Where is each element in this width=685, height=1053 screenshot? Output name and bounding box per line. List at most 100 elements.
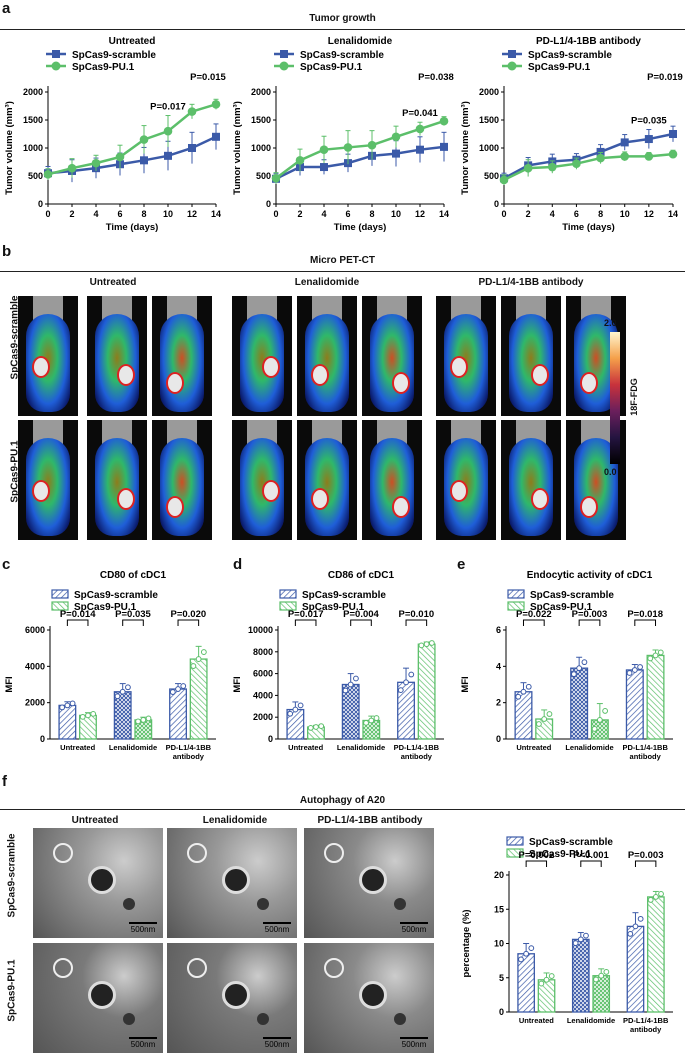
panel-label-a: a — [2, 0, 11, 17]
data-dot — [423, 641, 430, 648]
x-tick-label: Lenalidomide — [567, 1016, 615, 1025]
em-row-pu1: SpCas9-PU.1 — [6, 959, 18, 1022]
y-tick-label: 6000 — [253, 669, 273, 679]
em-micrograph-image: 500nm — [304, 943, 434, 1053]
data-dot — [85, 712, 91, 719]
y-tick-label: 6000 — [25, 625, 45, 635]
data-point — [620, 152, 630, 161]
y-tick-label: 500 — [484, 171, 499, 181]
data-dot — [313, 724, 319, 730]
pet-ct-scan-image — [362, 420, 422, 540]
y-tick-label: 15 — [494, 904, 504, 914]
data-dot — [538, 980, 545, 987]
y-tick-label: 1000 — [251, 143, 271, 153]
p-value-label: P<0.001 — [573, 850, 609, 861]
panel-label-e: e — [457, 556, 466, 573]
pet-ct-scan-image — [87, 296, 147, 416]
significance-bracket — [634, 619, 657, 626]
data-dot — [583, 932, 589, 939]
significance-bracket — [405, 619, 428, 626]
bar — [625, 669, 644, 740]
data-point — [668, 149, 678, 159]
data-point — [644, 135, 653, 144]
data-dot — [408, 671, 415, 678]
data-point — [596, 147, 605, 156]
significance-bracket — [66, 619, 89, 626]
bar — [570, 667, 589, 740]
data-dot — [373, 715, 380, 721]
x-tick-label: 14 — [211, 209, 221, 219]
pet-ct-scan-image — [501, 420, 561, 540]
pet-ct-scan-image — [501, 296, 561, 416]
p-value-annotation: P=0.035 — [631, 116, 667, 127]
x-tick-label: Untreated — [60, 743, 95, 752]
x-tick-label: PD-L1/4-1BB — [623, 1016, 669, 1025]
data-dot — [602, 708, 609, 714]
legend-swatch — [507, 589, 525, 599]
bar — [189, 658, 208, 740]
y-tick-label: 20 — [494, 870, 504, 880]
pet-ct-scan-image — [297, 296, 357, 416]
x-tick-label: 12 — [415, 209, 425, 219]
data-dot — [397, 687, 404, 694]
data-point — [392, 149, 400, 158]
colorbar-min: 0.0 — [604, 467, 617, 477]
data-dot — [631, 667, 638, 673]
em-row-scramble: SpCas9-scramble — [6, 833, 18, 918]
data-dot — [114, 693, 121, 700]
y-tick-label: 4000 — [253, 690, 273, 700]
data-point — [43, 170, 53, 179]
y-axis-label: MFI — [4, 676, 15, 692]
data-dot — [518, 956, 524, 963]
data-dot — [353, 675, 359, 682]
em-micrograph-image: 500nm — [167, 828, 297, 938]
data-dot — [572, 940, 579, 947]
data-point — [439, 116, 449, 126]
data-dot — [576, 665, 583, 672]
data-dot — [581, 659, 588, 666]
bar — [646, 654, 665, 740]
p-value-label: P=0.018 — [627, 609, 663, 620]
legend-label: SpCas9-PU.1 — [72, 62, 135, 73]
x-axis-label: Time (days) — [334, 222, 387, 233]
scale-bar-label: 500nm — [401, 925, 427, 934]
y-tick-label: 0 — [40, 734, 45, 744]
data-dot — [637, 664, 643, 670]
x-tick-label: Lenalidomide — [337, 743, 385, 752]
y-axis-label: percentage (%) — [461, 909, 472, 977]
legend-label: SpCas9-PU.1 — [528, 62, 591, 73]
legend-label: SpCas9-scramble — [529, 837, 613, 848]
y-tick-label: 2000 — [23, 87, 43, 97]
section-divider — [0, 809, 685, 810]
legend-swatch — [506, 836, 524, 846]
line-chart-pdl1: PD-L1/4-1BB antibody SpCas9-scrambleSpCas… — [460, 36, 683, 233]
em-micrograph-image: 500nm — [167, 943, 297, 1053]
data-point — [620, 138, 629, 147]
x-tick-label: Untreated — [516, 743, 551, 752]
x-tick-label: 14 — [668, 209, 678, 219]
significance-bracket — [525, 860, 548, 867]
scale-bar-label: 500nm — [130, 925, 156, 934]
data-dot — [200, 649, 207, 655]
data-dot — [368, 717, 375, 724]
significance-bracket — [122, 619, 144, 626]
pet-ct-scan-image — [297, 420, 357, 540]
x-tick-label: 14 — [439, 209, 449, 219]
legend-label: SpCas9-PU.1 — [300, 62, 363, 73]
legend-swatch — [51, 589, 69, 599]
data-point — [596, 153, 605, 163]
data-dot — [520, 688, 527, 695]
data-dot — [297, 702, 304, 709]
data-point — [212, 132, 220, 141]
em-micrograph-image: 500nm — [33, 943, 163, 1053]
chart-title: Lenalidomide — [328, 36, 393, 47]
pet-colorbar — [610, 332, 620, 464]
legend-marker — [280, 50, 288, 58]
legend-swatch — [507, 601, 525, 611]
pet-ct-scan-image — [436, 420, 496, 540]
data-dot — [292, 706, 299, 713]
legend-label: SpCas9-PU.1 — [302, 602, 365, 613]
data-dot — [90, 710, 97, 717]
